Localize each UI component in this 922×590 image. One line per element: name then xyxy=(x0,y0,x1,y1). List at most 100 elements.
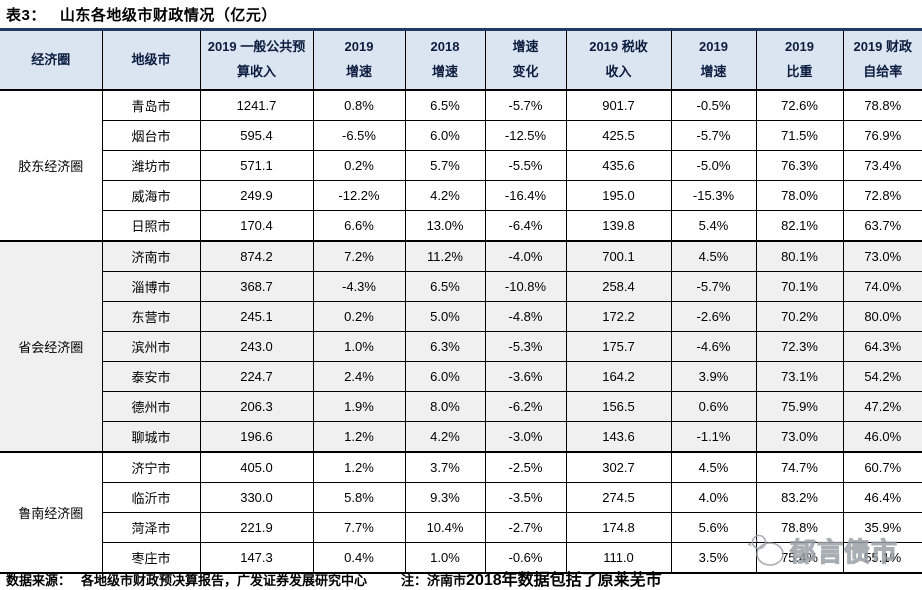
data-cell: 83.2% xyxy=(755,482,844,513)
table-row: 滨州市 243.0 1.0% 6.3% -5.3% 175.7 -4.6% 72.3% 64.3… xyxy=(0,331,922,362)
data-cell: -12.5% xyxy=(484,120,567,151)
data-cell: 405.0 xyxy=(199,451,314,483)
data-cell: 1.2% xyxy=(312,451,406,483)
city-cell: 潍坊市 xyxy=(102,150,201,181)
city-cell: 滨州市 xyxy=(102,331,201,362)
data-cell: -15.3% xyxy=(670,180,757,211)
table-header-row: 经济圈 地级市 2019 一般公共预 算收入 2019 增速 2018 增速 增… xyxy=(0,29,922,91)
col-header-2018-growth: 2018 增速 xyxy=(404,29,486,91)
data-cell: 221.9 xyxy=(199,512,314,543)
data-cell: 874.2 xyxy=(199,240,314,272)
data-cell: 78.0% xyxy=(755,180,844,211)
data-cell: 75.9% xyxy=(755,391,844,422)
table-row: 日照市 170.4 6.6% 13.0% -6.4% 139.8 5.4% 82.1% 63.7… xyxy=(0,210,922,241)
data-cell: 368.7 xyxy=(199,271,314,302)
data-cell: 6.0% xyxy=(404,361,486,392)
city-cell: 聊城市 xyxy=(102,421,201,452)
data-cell: -10.8% xyxy=(484,271,567,302)
economic-circle-cell: 省会经济圈 xyxy=(0,240,103,452)
table-row: 淄博市 368.7 -4.3% 6.5% -10.8% 258.4 -5.7% 70.1% 74… xyxy=(0,271,922,302)
data-cell: 35.9% xyxy=(842,512,922,543)
table-row: 潍坊市 571.1 0.2% 5.7% -5.5% 435.6 -5.0% 76.3% 73.4… xyxy=(0,150,922,181)
data-cell: 63.7% xyxy=(842,210,922,241)
data-cell: 224.7 xyxy=(199,361,314,392)
col-header-2019-self-sufficiency: 2019 财政 自给率 xyxy=(842,29,922,91)
col-header-2019-tax-growth: 2019 增速 xyxy=(670,29,757,91)
data-cell: 3.7% xyxy=(404,451,486,483)
data-cell: -5.7% xyxy=(670,120,757,151)
table-row: 聊城市 196.6 1.2% 4.2% -3.0% 143.6 -1.1% 73.0% 46.0… xyxy=(0,421,922,452)
data-cell: 1.0% xyxy=(312,331,406,362)
table-row: 威海市 249.9 -12.2% 4.2% -16.4% 195.0 -15.3% 78.0%… xyxy=(0,180,922,211)
data-cell: 2.4% xyxy=(312,361,406,392)
data-cell: 76.3% xyxy=(755,150,844,181)
data-cell: 78.8% xyxy=(755,512,844,543)
data-cell: -3.6% xyxy=(484,361,567,392)
data-cell: 258.4 xyxy=(565,271,672,302)
data-cell: -0.5% xyxy=(670,89,757,121)
data-cell: 172.2 xyxy=(565,301,672,332)
data-cell: 1.9% xyxy=(312,391,406,422)
data-cell: 46.0% xyxy=(842,421,922,452)
data-cell: -2.5% xyxy=(484,451,567,483)
data-cell: 571.1 xyxy=(199,150,314,181)
data-cell: 76.9% xyxy=(842,120,922,151)
data-cell: 245.1 xyxy=(199,301,314,332)
table-title: 表3： 山东各地级市财政情况（亿元） xyxy=(0,0,922,28)
data-cell: -2.7% xyxy=(484,512,567,543)
col-header-2019-tax-revenue: 2019 税收 收入 xyxy=(565,29,672,91)
data-cell: 78.8% xyxy=(842,89,922,121)
table-body: 胶东经济圈 青岛市 1241.7 0.8% 6.5% -5.7% 901.7 -0.5% 72.… xyxy=(0,89,922,573)
city-cell: 泰安市 xyxy=(102,361,201,392)
data-cell: 73.4% xyxy=(842,150,922,181)
data-cell: 64.3% xyxy=(842,331,922,362)
data-cell: 55.1% xyxy=(842,542,922,573)
data-cell: 330.0 xyxy=(199,482,314,513)
data-cell: 3.9% xyxy=(670,361,757,392)
data-cell: -4.6% xyxy=(670,331,757,362)
data-cell: 80.1% xyxy=(755,240,844,272)
data-cell: 1241.7 xyxy=(199,89,314,121)
data-source-label: 数据来源： xyxy=(6,573,72,588)
data-cell: -5.0% xyxy=(670,150,757,181)
data-cell: 60.7% xyxy=(842,451,922,483)
data-cell: -3.0% xyxy=(484,421,567,452)
data-cell: 73.0% xyxy=(842,240,922,272)
city-cell: 威海市 xyxy=(102,180,201,211)
data-cell: 72.8% xyxy=(842,180,922,211)
data-cell: 302.7 xyxy=(565,451,672,483)
data-cell: 7.2% xyxy=(312,240,406,272)
note-prefix: 注：济南市 xyxy=(401,573,467,588)
col-header-2019-budget-revenue: 2019 一般公共预 算收入 xyxy=(199,29,314,91)
data-cell: 82.1% xyxy=(755,210,844,241)
table-footnote: 数据来源： 各地级市财政预决算报告，广发证券发展研究中心 注：济南市2018年数据包… xyxy=(6,566,922,590)
data-cell: -5.7% xyxy=(670,271,757,302)
col-header-2019-tax-share: 2019 比重 xyxy=(755,29,844,91)
data-cell: 46.4% xyxy=(842,482,922,513)
data-cell: 139.8 xyxy=(565,210,672,241)
city-cell: 青岛市 xyxy=(101,89,201,121)
data-cell: 5.4% xyxy=(670,210,757,241)
data-cell: -3.5% xyxy=(484,482,567,513)
city-cell: 日照市 xyxy=(102,210,201,241)
data-cell: 143.6 xyxy=(565,421,672,452)
data-cell: 1.0% xyxy=(404,542,486,573)
data-cell: 4.5% xyxy=(670,451,757,483)
data-cell: 13.0% xyxy=(404,210,486,241)
data-cell: 3.5% xyxy=(670,542,757,573)
fiscal-table: 经济圈 地级市 2019 一般公共预 算收入 2019 增速 2018 增速 增… xyxy=(0,28,922,574)
data-cell: 1.2% xyxy=(312,421,406,452)
data-cell: 6.6% xyxy=(312,210,406,241)
data-cell: -5.5% xyxy=(484,150,567,181)
data-cell: -4.3% xyxy=(312,271,406,302)
data-cell: 243.0 xyxy=(199,331,314,362)
table-row: 枣庄市 147.3 0.4% 1.0% -0.6% 111.0 3.5% 75.4% 55.1% xyxy=(0,542,922,573)
data-cell: -4.0% xyxy=(484,240,567,272)
table-note: 注：济南市2018年数据包括了原莱芜市 xyxy=(401,572,662,589)
data-cell: 4.5% xyxy=(670,240,757,272)
col-header-2019-growth: 2019 增速 xyxy=(312,29,406,91)
data-cell: 170.4 xyxy=(199,210,314,241)
data-cell: -6.4% xyxy=(484,210,567,241)
table-row: 烟台市 595.4 -6.5% 6.0% -12.5% 425.5 -5.7% 71.5% 76… xyxy=(0,120,922,151)
data-cell: 6.0% xyxy=(404,120,486,151)
